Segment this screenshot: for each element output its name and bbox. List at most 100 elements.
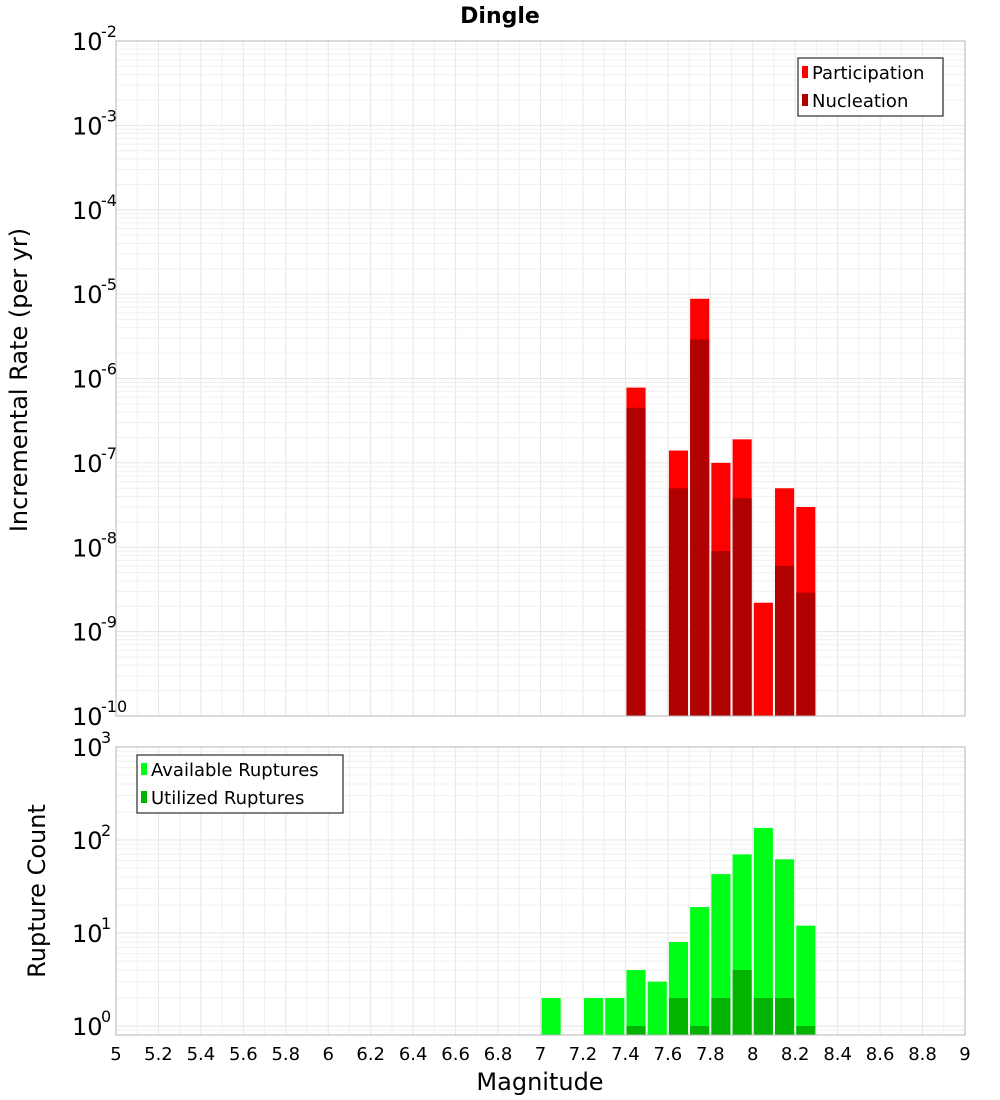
x-tick-label: 6.6 <box>441 1044 470 1065</box>
x-tick-label: 5.4 <box>187 1044 216 1065</box>
rate-grid <box>115 40 966 717</box>
rate-bar-nucleation <box>796 592 816 716</box>
x-tick-label: 7.6 <box>654 1044 683 1065</box>
rate-y-tick-exponent: -2 <box>101 22 117 41</box>
count-legend-box <box>136 754 344 814</box>
x-tick-label: 5.8 <box>271 1044 300 1065</box>
count-bar-available-ruptures <box>647 981 667 1035</box>
count-bar-utilized-ruptures <box>753 997 773 1035</box>
rate-y-tick-exponent: -3 <box>101 106 117 125</box>
count-bar-available-ruptures <box>605 997 625 1035</box>
rate-bar-nucleation <box>690 339 710 716</box>
x-tick-label: 5.2 <box>144 1044 173 1065</box>
count-y-axis-label: Rupture Count <box>23 804 51 978</box>
rate-y-tick-base: 10 <box>72 450 103 478</box>
rate-legend-label: Participation <box>812 63 924 84</box>
count-y-tick-base: 10 <box>72 734 103 762</box>
x-tick-label: 5 <box>110 1044 121 1065</box>
rate-y-tick-base: 10 <box>72 703 103 731</box>
x-tick-label: 6.8 <box>484 1044 513 1065</box>
rate-bars <box>626 298 816 716</box>
rate-y-tick-exponent: -4 <box>101 191 117 210</box>
rate-y-tick-exponent: -8 <box>101 528 117 547</box>
x-tick-label: 7.8 <box>696 1044 725 1065</box>
rate-y-tick-exponent: -9 <box>101 613 117 632</box>
count-legend-label: Utilized Ruptures <box>151 788 304 809</box>
count-bar-available-ruptures <box>711 874 731 1035</box>
rate-bar-nucleation <box>626 407 646 716</box>
count-legend-swatch <box>141 763 147 775</box>
rate-bar-participation <box>753 602 773 716</box>
x-tick-label: 9 <box>959 1044 970 1065</box>
count-y-tick-exponent: 1 <box>101 914 111 933</box>
rate-legend-box <box>797 57 944 117</box>
count-bar-available-ruptures <box>796 925 816 1035</box>
rate-bar-nucleation <box>732 498 752 716</box>
x-axis-ticks: 5 5.2 5.4 5.6 5.8 6 6.2 6.4 6.6 6.8 7 7.2 7.4 7.6 7.8 8… <box>110 1044 970 1065</box>
count-legend: Available Ruptures Utilized Ruptures <box>136 754 344 814</box>
rate-legend-swatch <box>802 94 808 106</box>
x-tick-label: 7 <box>535 1044 546 1065</box>
x-tick-label: 6.2 <box>356 1044 385 1065</box>
count-bar-utilized-ruptures <box>732 969 752 1035</box>
x-tick-label: 8.4 <box>823 1044 852 1065</box>
count-bar-utilized-ruptures <box>796 1025 816 1035</box>
rate-y-tick-base: 10 <box>72 112 103 140</box>
x-tick-label: 6.4 <box>399 1044 428 1065</box>
count-legend-swatch <box>141 791 147 803</box>
rate-y-tick-base: 10 <box>72 281 103 309</box>
count-bar-utilized-ruptures <box>668 997 689 1035</box>
count-bar-utilized-ruptures <box>626 1025 646 1035</box>
x-tick-label: 8.8 <box>908 1044 937 1065</box>
rate-y-tick-base: 10 <box>72 534 103 562</box>
x-tick-label: 8.2 <box>781 1044 810 1065</box>
rate-bar-nucleation <box>668 488 689 716</box>
chart-title: Dingle <box>460 4 540 29</box>
count-bar-utilized-ruptures <box>690 1025 710 1035</box>
rate-legend: Participation Nucleation <box>797 57 944 117</box>
rate-y-tick-exponent: -7 <box>101 444 117 463</box>
count-bar-utilized-ruptures <box>775 997 795 1035</box>
count-plot-frame <box>115 746 966 1036</box>
count-legend-label: Available Ruptures <box>151 760 319 781</box>
count-y-tick-exponent: 0 <box>101 1007 111 1026</box>
rate-y-tick-exponent: -6 <box>101 360 117 379</box>
x-tick-label: 5.6 <box>229 1044 258 1065</box>
rate-bar-nucleation <box>711 551 731 716</box>
count-bar-available-ruptures <box>626 969 646 1035</box>
count-y-tick-base: 10 <box>72 920 103 948</box>
rate-y-axis-label: Incremental Rate (per yr) <box>5 228 33 532</box>
count-y-tick-exponent: 3 <box>101 728 111 747</box>
rate-plot-frame <box>115 40 966 717</box>
x-tick-label: 8 <box>747 1044 758 1065</box>
count-bar-available-ruptures <box>775 859 795 1035</box>
rate-y-tick-base: 10 <box>72 366 103 394</box>
rate-y-tick-exponent: -5 <box>101 275 117 294</box>
count-bar-utilized-ruptures <box>711 997 731 1035</box>
count-y-tick-base: 10 <box>72 827 103 855</box>
rate-y-tick-exponent: -10 <box>101 697 127 716</box>
rate-legend-label: Nucleation <box>812 91 908 112</box>
count-bar-available-ruptures <box>753 827 773 1035</box>
count-bar-available-ruptures <box>584 997 604 1035</box>
count-bars <box>541 827 816 1035</box>
rate-y-tick-base: 10 <box>72 619 103 647</box>
rate-bar-nucleation <box>775 565 795 716</box>
count-bar-available-ruptures <box>690 907 710 1035</box>
rate-legend-swatch <box>802 66 808 78</box>
x-tick-label: 7.4 <box>611 1044 640 1065</box>
x-tick-label: 7.2 <box>569 1044 598 1065</box>
count-y-tick-base: 10 <box>72 1013 103 1041</box>
rate-y-tick-base: 10 <box>72 28 103 56</box>
count-bar-available-ruptures <box>541 997 561 1035</box>
rate-y-tick-base: 10 <box>72 197 103 225</box>
x-tick-label: 8.6 <box>866 1044 895 1065</box>
count-y-tick-exponent: 2 <box>101 821 111 840</box>
x-tick-label: 6 <box>323 1044 334 1065</box>
x-axis-label: Magnitude <box>476 1068 603 1096</box>
